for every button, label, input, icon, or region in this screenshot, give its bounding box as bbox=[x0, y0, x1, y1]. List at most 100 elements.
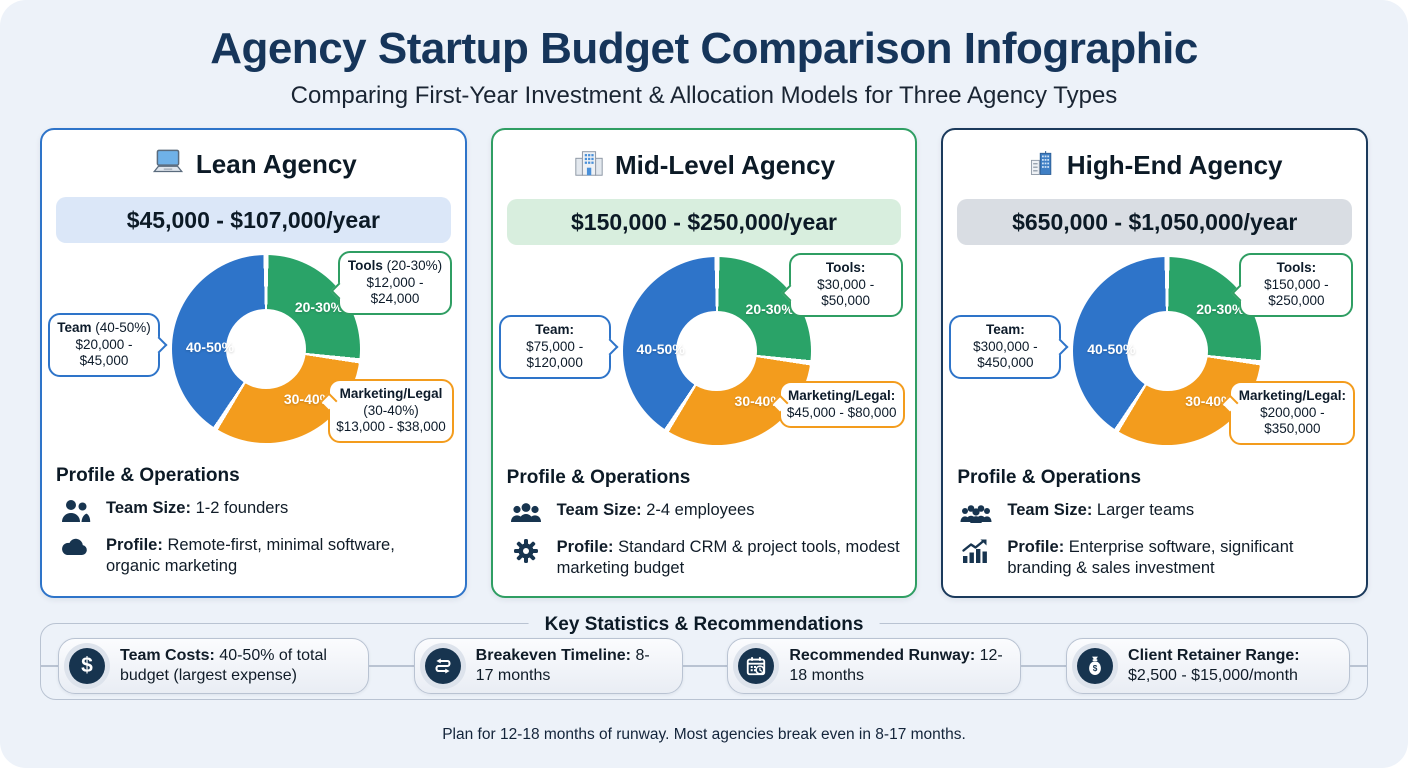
row-label: Profile: bbox=[1007, 538, 1065, 556]
connector-line bbox=[1021, 665, 1067, 667]
lean-agency-header: Lean Agency bbox=[56, 148, 451, 181]
donut-hole bbox=[676, 310, 758, 392]
calendar-clock-icon bbox=[733, 643, 780, 689]
callout-name: Tools bbox=[347, 258, 383, 273]
price-range-badge: $45,000 - $107,000/year bbox=[56, 197, 451, 243]
row-text: Enterprise software, significant brandin… bbox=[1007, 538, 1294, 578]
stat-client-retainer-range: $ Client Retainer Range: $2,500 - $15,00… bbox=[1066, 638, 1351, 694]
cloud-icon bbox=[56, 535, 94, 559]
callout-amount: $300,000 - $450,000 bbox=[973, 338, 1038, 371]
marketing-slice-label: 30-40% bbox=[1185, 393, 1234, 409]
tools-callout: Tools (20-30%) $12,000 - $24,000 bbox=[330, 251, 452, 316]
team-slice-label: 40-50% bbox=[185, 339, 235, 355]
tools-slice-label: 20-30% bbox=[1196, 301, 1245, 317]
row-text: Larger teams bbox=[1096, 501, 1195, 519]
connector-line bbox=[682, 665, 728, 667]
city-building-icon bbox=[1027, 148, 1057, 183]
team-callout: Team (40-50%) $20,000 - $45,000 bbox=[48, 313, 168, 378]
row-text: Standard CRM & project tools, modest mar… bbox=[556, 538, 900, 578]
laptop-icon bbox=[150, 148, 186, 181]
callout-amount: $12,000 - $24,000 bbox=[366, 274, 424, 307]
profile-heading: Profile & Operations bbox=[56, 465, 240, 486]
stat-label: Recommended Runway: bbox=[789, 647, 976, 664]
key-statistics-row: $ Team Costs: 40-50% of total budget (la… bbox=[40, 638, 1369, 694]
price-range-badge: $650,000 - $1,050,000/year bbox=[957, 199, 1353, 245]
high-end-agency-card: High-End Agency $650,000 - $1,050,000/ye… bbox=[941, 128, 1369, 598]
connector-line bbox=[1350, 665, 1369, 667]
stat-breakeven-timeline: Breakeven Timeline: 8-17 months bbox=[413, 638, 683, 694]
profile-text: Profile: Enterprise software, significan… bbox=[1007, 537, 1352, 580]
row-label: Profile: bbox=[106, 536, 163, 554]
tools-slice-label: 20-30% bbox=[294, 299, 344, 315]
marketing-slice-label: 30-40% bbox=[734, 393, 783, 409]
agency-cards-row: Lean Agency $45,000 - $107,000/year 20-3… bbox=[40, 128, 1369, 598]
team-size-text: Team Size: 2-4 employees bbox=[557, 500, 755, 521]
marketing-callout: Marketing/Legal: $45,000 - $80,000 bbox=[771, 381, 905, 429]
team-size-row: Team Size: 2-4 employees bbox=[507, 500, 902, 526]
callout-name: Team: bbox=[535, 322, 575, 337]
card-title: High-End Agency bbox=[1066, 150, 1283, 180]
profile-row: Profile: Standard CRM & project tools, m… bbox=[507, 537, 902, 580]
callout-arrow-icon bbox=[1051, 338, 1069, 356]
callout-name: Tools: bbox=[825, 260, 866, 275]
donut-hole bbox=[225, 308, 307, 390]
two-people-icon bbox=[56, 498, 94, 524]
footer-note: Plan for 12-18 months of runway. Most ag… bbox=[442, 726, 966, 743]
row-label: Team Size: bbox=[556, 501, 642, 519]
growth-chart-icon bbox=[957, 537, 995, 565]
marketing-slice-label: 30-40% bbox=[283, 391, 333, 407]
callout-arrow-icon bbox=[150, 336, 168, 354]
lean-agency-card: Lean Agency $45,000 - $107,000/year 20-3… bbox=[40, 128, 467, 598]
high-end-agency-header: High-End Agency bbox=[957, 148, 1352, 183]
marketing-callout: Marketing/Legal: $200,000 - $350,000 bbox=[1221, 381, 1356, 446]
team-slice-label: 40-50% bbox=[636, 341, 685, 357]
card-title: Lean Agency bbox=[195, 149, 357, 179]
budget-chart-area: 20-30% 30-40% 40-50% Team: $300,000 - $4… bbox=[949, 253, 1356, 459]
team-callout: Team: $300,000 - $450,000 bbox=[949, 315, 1069, 380]
callout-amount: $20,000 - $45,000 bbox=[75, 336, 133, 369]
row-text: 1-2 founders bbox=[195, 499, 289, 517]
svg-text:$: $ bbox=[1093, 664, 1098, 673]
row-text: Remote-first, minimal software, organic … bbox=[106, 536, 395, 576]
callout-arrow-icon bbox=[601, 338, 619, 356]
callout-name: Marketing/Legal bbox=[339, 386, 443, 401]
stat-label: Breakeven Timeline: bbox=[475, 647, 632, 664]
callout-amount: $150,000 - $250,000 bbox=[1264, 276, 1329, 309]
mid-level-agency-card: Mid-Level Agency $150,000 - $250,000/yea… bbox=[490, 128, 918, 598]
stat-text: $2,500 - $15,000/month bbox=[1128, 667, 1298, 684]
row-text: 2-4 employees bbox=[646, 501, 755, 519]
dollar-icon: $ bbox=[64, 643, 110, 689]
row-label: Team Size: bbox=[106, 499, 191, 517]
key-statistics-title: Key Statistics & Recommendations bbox=[528, 614, 880, 636]
tools-slice-label: 20-30% bbox=[745, 301, 794, 317]
callout-name: Team bbox=[57, 320, 92, 335]
callout-amount: $200,000 - $350,000 bbox=[1260, 404, 1325, 437]
callout-range: (40-50%) bbox=[91, 320, 151, 335]
stat-text: 40-50% of total budget (largest expense) bbox=[120, 647, 327, 684]
stat-text: 8-17 months bbox=[475, 647, 650, 684]
three-people-icon bbox=[507, 500, 545, 526]
row-label: Team Size: bbox=[1007, 501, 1093, 519]
team-size-text: Team Size: 1-2 founders bbox=[106, 498, 288, 519]
connector-line bbox=[369, 665, 414, 667]
office-building-icon bbox=[573, 148, 605, 183]
profile-text: Profile: Remote-first, minimal software,… bbox=[106, 535, 451, 578]
marketing-callout: Marketing/Legal (30-40%) $13,000 - $38,0… bbox=[320, 379, 454, 444]
tools-callout: Tools: $150,000 - $250,000 bbox=[1231, 253, 1354, 318]
stat-label: Client Retainer Range: bbox=[1128, 647, 1300, 664]
budget-chart-area: 20-30% 30-40% 40-50% Team (40-50%) $20,0… bbox=[48, 251, 454, 457]
callout-range: (30-40%) bbox=[363, 402, 419, 418]
team-slice-label: 40-50% bbox=[1087, 341, 1136, 357]
profile-heading: Profile & Operations bbox=[957, 467, 1142, 488]
page-subtitle: Comparing First-Year Investment & Alloca… bbox=[290, 82, 1118, 109]
callout-name: Team: bbox=[985, 322, 1025, 337]
profile-heading: Profile & Operations bbox=[506, 467, 691, 488]
stat-recommended-runway: Recommended Runway: 12-18 months bbox=[727, 638, 1022, 694]
tools-callout: Tools: $30,000 - $50,000 bbox=[781, 253, 903, 318]
card-title: Mid-Level Agency bbox=[614, 150, 836, 180]
callout-range: (20-30%) bbox=[382, 258, 443, 273]
connector-line bbox=[40, 665, 58, 667]
callout-name: Marketing/Legal: bbox=[788, 388, 896, 403]
people-group-icon bbox=[957, 500, 995, 526]
